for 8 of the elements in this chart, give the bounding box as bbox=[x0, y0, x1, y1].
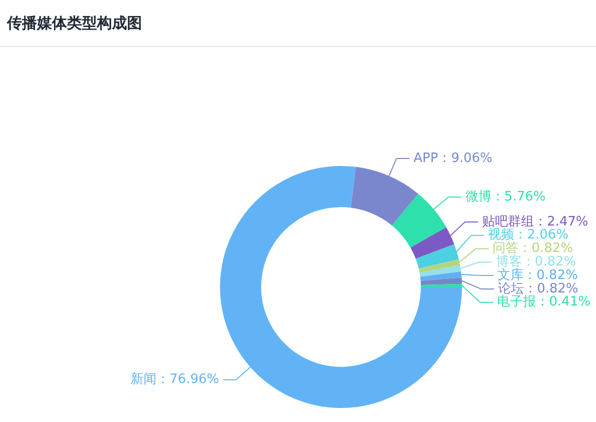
slice-label: 论坛：0.82% bbox=[498, 281, 578, 296]
slice-label: 电子报：0.41% bbox=[497, 294, 590, 310]
chart-title: 传播媒体类型构成图 bbox=[7, 13, 142, 33]
slice-label: 视频：2.06% bbox=[488, 228, 568, 243]
slice-label: APP：9.06% bbox=[414, 150, 492, 166]
slice-label: 微博：5.76% bbox=[465, 189, 546, 204]
slice-label: 新闻：76.96% bbox=[130, 372, 220, 388]
slice-label: 文库：0.82% bbox=[498, 268, 578, 283]
